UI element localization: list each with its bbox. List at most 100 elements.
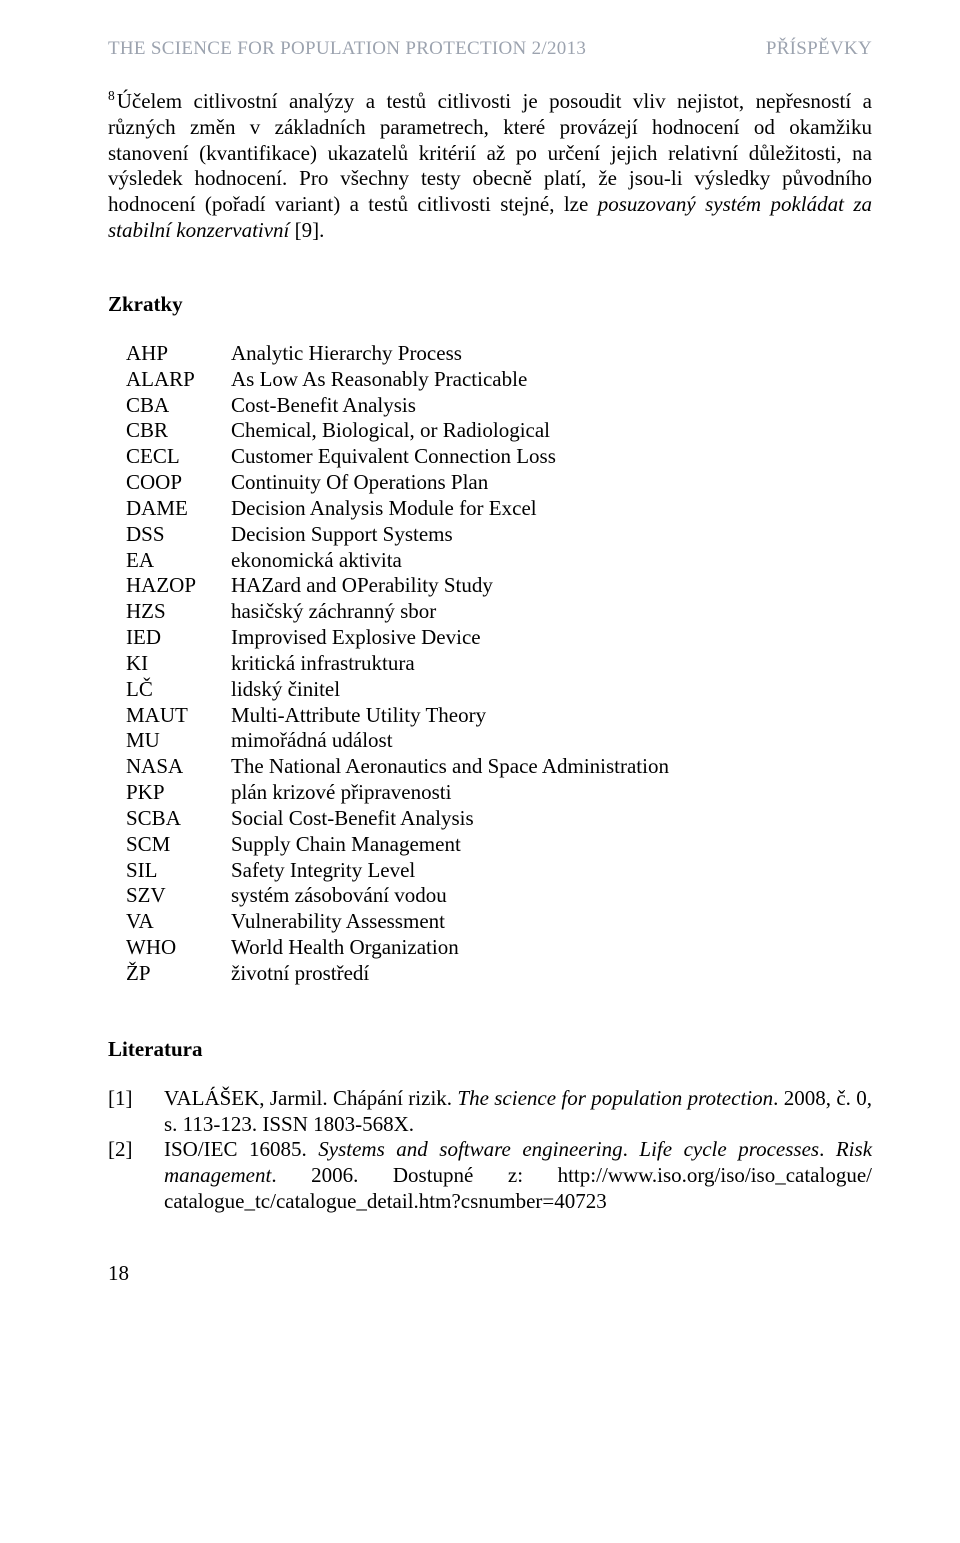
abbrev-row: SZVsystém zásobování vodou xyxy=(126,883,872,909)
abbrev-key: ŽP xyxy=(126,961,231,987)
abbrev-value: Analytic Hierarchy Process xyxy=(231,341,872,367)
reference-text: Life cycle processes xyxy=(639,1137,819,1161)
abbrev-row: HAZOPHAZard and OPerability Study xyxy=(126,573,872,599)
abbrev-row: SCMSupply Chain Management xyxy=(126,832,872,858)
abbrev-key: SIL xyxy=(126,858,231,884)
abbrev-key: ALARP xyxy=(126,367,231,393)
abbrev-key: SCBA xyxy=(126,806,231,832)
abbrev-row: ŽPživotní prostředí xyxy=(126,961,872,987)
abbrev-key: EA xyxy=(126,548,231,574)
abbrev-row: PKPplán krizové připravenosti xyxy=(126,780,872,806)
abbrev-value: Social Cost-Benefit Analysis xyxy=(231,806,872,832)
reference-list: [1]VALÁŠEK, Jarmil. Chápání rizik. The s… xyxy=(108,1086,872,1215)
page-number: 18 xyxy=(108,1261,872,1286)
abbrev-key: SZV xyxy=(126,883,231,909)
abbrev-value: kritická infrastruktura xyxy=(231,651,872,677)
reference-number: [1] xyxy=(108,1086,164,1138)
abbrev-value: Chemical, Biological, or Radiological xyxy=(231,418,872,444)
abbrev-value: systém zásobování vodou xyxy=(231,883,872,909)
abbrev-table: AHPAnalytic Hierarchy ProcessALARPAs Low… xyxy=(126,341,872,987)
header-right: PŘÍSPĚVKY xyxy=(766,38,872,60)
abbrev-key: DAME xyxy=(126,496,231,522)
reference-text: . 2006. Dostupné z: http://www.iso.org/i… xyxy=(164,1163,872,1213)
reference-item: [1]VALÁŠEK, Jarmil. Chápání rizik. The s… xyxy=(108,1086,872,1138)
abbrev-value: Customer Equivalent Connection Loss xyxy=(231,444,872,470)
abbrev-key: MAUT xyxy=(126,703,231,729)
abbrev-key: PKP xyxy=(126,780,231,806)
abbrev-key: AHP xyxy=(126,341,231,367)
reference-number: [2] xyxy=(108,1137,164,1214)
running-header: THE SCIENCE FOR POPULATION PROTECTION 2/… xyxy=(108,38,872,60)
abbrev-row: MAUTMulti-Attribute Utility Theory xyxy=(126,703,872,729)
abbrev-row: LČlidský činitel xyxy=(126,677,872,703)
abbrev-row: CBRChemical, Biological, or Radiological xyxy=(126,418,872,444)
abbrev-key: IED xyxy=(126,625,231,651)
abbrev-value: Vulnerability Assessment xyxy=(231,909,872,935)
abbrev-row: CECLCustomer Equivalent Connection Loss xyxy=(126,444,872,470)
abbrev-key: VA xyxy=(126,909,231,935)
reference-item: [2]ISO/IEC 16085. Systems and software e… xyxy=(108,1137,872,1214)
footnote-text-after: [9]. xyxy=(289,218,324,242)
header-left: THE SCIENCE FOR POPULATION PROTECTION 2/… xyxy=(108,38,586,60)
reference-body: VALÁŠEK, Jarmil. Chápání rizik. The scie… xyxy=(164,1086,872,1138)
abbrev-key: COOP xyxy=(126,470,231,496)
abbrev-value: Cost-Benefit Analysis xyxy=(231,393,872,419)
abbrev-value: HAZard and OPerability Study xyxy=(231,573,872,599)
reference-body: ISO/IEC 16085. Systems and software engi… xyxy=(164,1137,872,1214)
abbrev-key: CBR xyxy=(126,418,231,444)
reference-text: Systems and software engineering xyxy=(318,1137,622,1161)
abbrev-key: NASA xyxy=(126,754,231,780)
abbrev-row: IEDImprovised Explosive Device xyxy=(126,625,872,651)
abbrev-row: AHPAnalytic Hierarchy Process xyxy=(126,341,872,367)
abbrev-row: SCBASocial Cost-Benefit Analysis xyxy=(126,806,872,832)
abbrev-key: HAZOP xyxy=(126,573,231,599)
abbrev-value: hasičský záchranný sbor xyxy=(231,599,872,625)
reference-text: . xyxy=(623,1137,640,1161)
literature-heading: Literatura xyxy=(108,1037,872,1062)
abbrev-key: CECL xyxy=(126,444,231,470)
abbrev-row: EAekonomická aktivita xyxy=(126,548,872,574)
reference-text: VALÁŠEK, Jarmil. Chápání rizik. xyxy=(164,1086,457,1110)
abbrev-value: Multi-Attribute Utility Theory xyxy=(231,703,872,729)
abbrev-value: Continuity Of Operations Plan xyxy=(231,470,872,496)
abbrev-value: mimořádná událost xyxy=(231,728,872,754)
abbrev-value: životní prostředí xyxy=(231,961,872,987)
abbrev-row: NASAThe National Aeronautics and Space A… xyxy=(126,754,872,780)
abbrev-row: WHOWorld Health Organization xyxy=(126,935,872,961)
footnote-marker: 8 xyxy=(108,88,115,103)
abbrev-row: DAMEDecision Analysis Module for Excel xyxy=(126,496,872,522)
abbrev-row: ALARPAs Low As Reasonably Practicable xyxy=(126,367,872,393)
abbrev-key: MU xyxy=(126,728,231,754)
abbrev-heading: Zkratky xyxy=(108,292,872,317)
abbrev-value: Decision Support Systems xyxy=(231,522,872,548)
abbrev-value: lidský činitel xyxy=(231,677,872,703)
footnote-8: 8Účelem citlivostní analýzy a testů citl… xyxy=(108,88,872,244)
abbrev-key: WHO xyxy=(126,935,231,961)
abbrev-row: VAVulnerability Assessment xyxy=(126,909,872,935)
abbrev-value: World Health Organization xyxy=(231,935,872,961)
abbrev-row: DSSDecision Support Systems xyxy=(126,522,872,548)
abbrev-key: DSS xyxy=(126,522,231,548)
abbrev-value: Supply Chain Management xyxy=(231,832,872,858)
abbrev-row: HZShasičský záchranný sbor xyxy=(126,599,872,625)
reference-text: . xyxy=(819,1137,836,1161)
abbrev-row: MUmimořádná událost xyxy=(126,728,872,754)
abbrev-value: The National Aeronautics and Space Admin… xyxy=(231,754,872,780)
abbrev-key: HZS xyxy=(126,599,231,625)
abbrev-key: CBA xyxy=(126,393,231,419)
abbrev-value: plán krizové připravenosti xyxy=(231,780,872,806)
reference-text: ISO/IEC 16085. xyxy=(164,1137,318,1161)
abbrev-key: SCM xyxy=(126,832,231,858)
page: THE SCIENCE FOR POPULATION PROTECTION 2/… xyxy=(0,0,960,1336)
abbrev-value: Safety Integrity Level xyxy=(231,858,872,884)
abbrev-value: ekonomická aktivita xyxy=(231,548,872,574)
reference-text: The science for population protection xyxy=(457,1086,773,1110)
abbrev-value: Improvised Explosive Device xyxy=(231,625,872,651)
abbrev-value: As Low As Reasonably Practicable xyxy=(231,367,872,393)
abbrev-key: KI xyxy=(126,651,231,677)
abbrev-key: LČ xyxy=(126,677,231,703)
abbrev-row: CBACost-Benefit Analysis xyxy=(126,393,872,419)
abbrev-row: COOPContinuity Of Operations Plan xyxy=(126,470,872,496)
abbrev-row: KIkritická infrastruktura xyxy=(126,651,872,677)
abbrev-value: Decision Analysis Module for Excel xyxy=(231,496,872,522)
